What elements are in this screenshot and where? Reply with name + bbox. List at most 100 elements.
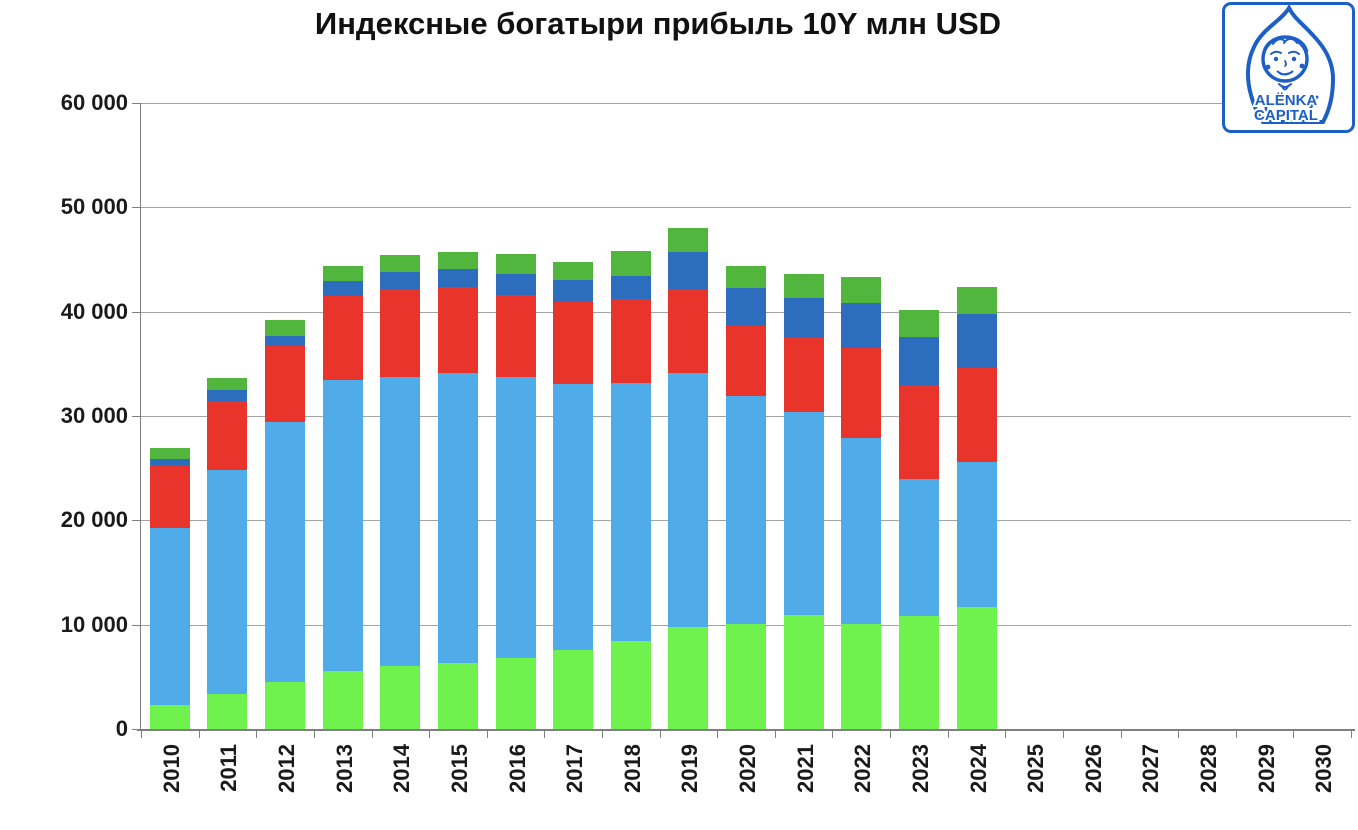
x-tick-label-text: 2030: [1311, 744, 1337, 793]
bar-segment-green-top: [841, 277, 882, 304]
bar-segment-green-top: [783, 274, 824, 299]
bar-segment-light-blue: [495, 377, 536, 659]
bar-segment-green-bottom: [437, 663, 478, 729]
bar-segment-light-blue: [956, 461, 997, 607]
alenka-capital-logo: ALЁNKA CAPITAL: [1222, 2, 1355, 133]
bar-segment-dark-blue: [322, 281, 363, 296]
x-tick-label: 2018: [620, 744, 645, 804]
x-axis-tick: [544, 729, 546, 738]
bar-segment-light-blue: [437, 373, 478, 664]
x-tick-label: 2014: [389, 744, 414, 804]
bar-segment-red: [265, 346, 305, 423]
x-tick-label: 2021: [793, 744, 818, 804]
bar-segment-green-top: [668, 228, 709, 253]
bar-segment-green-top: [956, 286, 997, 314]
x-tick-label: 2027: [1138, 744, 1163, 804]
x-axis-tick: [429, 729, 431, 738]
bar-segment-dark-blue: [149, 458, 190, 467]
x-axis-tick: [256, 729, 258, 738]
bar-segment-green-top: [380, 255, 421, 272]
x-tick-label-text: 2028: [1196, 744, 1221, 793]
bar-segment-red: [207, 401, 248, 471]
bar-segment-dark-blue: [380, 272, 421, 289]
x-tick-label-text: 2025: [1023, 744, 1049, 793]
gridline: [141, 103, 1351, 104]
x-axis-tick: [1293, 729, 1295, 738]
x-axis-tick: [659, 729, 661, 738]
bar-segment-green-top: [149, 448, 190, 459]
bar-segment-dark-blue: [841, 303, 882, 349]
bar-segment-red: [783, 336, 824, 412]
x-axis-tick: [947, 729, 949, 738]
x-axis-tick: [717, 729, 719, 738]
x-axis-tick: [141, 729, 142, 738]
x-axis-tick: [602, 729, 603, 738]
bar-segment-red: [495, 295, 536, 378]
bar-segment-green-top: [437, 252, 478, 269]
y-axis-tick: [132, 103, 140, 104]
x-tick-label-text: 2022: [850, 744, 876, 793]
y-tick-label: 60 000: [60, 90, 128, 115]
x-tick-label-text: 2016: [504, 744, 530, 793]
y-tick-label: 50 000: [60, 194, 128, 220]
x-axis-tick: [890, 729, 891, 738]
y-tick-label: 30 000: [60, 403, 128, 428]
x-axis-tick: [774, 729, 776, 738]
logo-matryoshka-icon: ALЁNKA CAPITAL: [1246, 5, 1336, 124]
x-tick-label-text: 2026: [1080, 744, 1106, 793]
x-axis-tick: [1062, 729, 1064, 738]
x-axis-tick: [1235, 729, 1237, 738]
y-axis-tick: [132, 311, 140, 313]
bar-segment-green-bottom: [783, 615, 824, 729]
bar-segment-light-blue: [610, 382, 651, 642]
x-tick-label-text: 2023: [907, 744, 933, 793]
bar-segment-green-top: [553, 261, 594, 281]
bar-segment-red: [380, 288, 421, 378]
chart-title: Индексные богатыри прибыль 10Y млн USD: [314, 6, 1002, 41]
x-tick-label-text: 2012: [274, 744, 299, 793]
bar-segment-green-top: [495, 254, 536, 275]
bar-segment-green-top: [265, 320, 305, 336]
x-tick-label: 2013: [332, 744, 357, 804]
x-axis-tick: [371, 729, 373, 738]
bar-segment-red: [898, 384, 939, 479]
x-tick-label-text: 2011: [216, 744, 242, 792]
bar-segment-green-bottom: [898, 616, 939, 729]
bar-segment-light-blue: [207, 470, 248, 694]
y-tick-label: 40 000: [60, 298, 128, 324]
bar-segment-dark-blue: [726, 287, 766, 327]
bar-segment-red: [726, 326, 766, 397]
bar-segment-green-bottom: [553, 649, 594, 729]
bar-segment-red: [322, 296, 363, 380]
bar-segment-light-blue: [668, 373, 709, 627]
x-tick-label-text: 2017: [562, 744, 588, 793]
bar-segment-light-blue: [380, 377, 421, 667]
x-tick-label: 2030: [1311, 744, 1336, 804]
y-axis-line: [140, 103, 141, 729]
logo-text-line1: ALЁNKA: [1255, 92, 1318, 109]
bar-segment-green-bottom: [149, 705, 190, 729]
bar-segment-red: [841, 348, 882, 438]
x-tick-label: 2011: [216, 744, 241, 804]
x-axis-tick: [313, 729, 315, 738]
bar-segment-light-blue: [322, 379, 363, 671]
y-axis-tick: [132, 729, 140, 730]
x-tick-label: 2028: [1196, 744, 1221, 804]
x-tick-label-text: 2010: [158, 744, 184, 793]
y-axis-tick: [132, 416, 140, 417]
x-tick-label-text: 2018: [619, 744, 645, 793]
bar-segment-green-bottom: [668, 626, 709, 729]
logo-text-line2: CAPITAL: [1254, 107, 1318, 124]
bar-segment-light-blue: [265, 422, 305, 683]
bar-segment-light-blue: [783, 411, 824, 616]
x-tick-label: 2015: [447, 744, 472, 804]
x-axis-line: [137, 729, 1355, 731]
bar-segment-green-bottom: [726, 623, 766, 729]
x-tick-label-text: 2014: [389, 744, 415, 793]
bar-segment-green-bottom: [207, 693, 248, 729]
bar-segment-light-blue: [553, 383, 594, 650]
x-tick-label: 2029: [1254, 744, 1279, 804]
bar-segment-green-bottom: [495, 658, 536, 729]
y-tick-label: 10 000: [60, 611, 128, 637]
